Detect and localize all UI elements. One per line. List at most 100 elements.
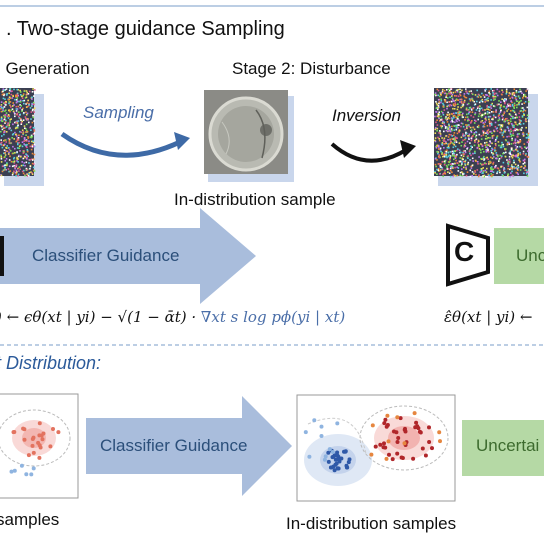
- noise-pixel: [31, 172, 33, 174]
- noise-pixel: [450, 104, 453, 107]
- noise-pixel: [3, 89, 6, 91]
- noise-pixel: [505, 151, 507, 154]
- scatter-point: [347, 457, 352, 462]
- noise-pixel: [453, 155, 455, 157]
- noise-pixel: [456, 120, 458, 123]
- noise-pixel: [0, 110, 3, 113]
- noise-pixel: [467, 155, 469, 157]
- uncertainty-box-top: [494, 228, 544, 284]
- noise-pixel: [460, 101, 463, 103]
- noise-pixel: [457, 148, 459, 150]
- noise-pixel: [492, 171, 495, 173]
- noise-pixel: [449, 157, 451, 159]
- noise-pixel: [19, 101, 22, 103]
- noise-pixel: [485, 94, 487, 96]
- scatter-plot-right: [296, 394, 456, 502]
- noise-pixel: [438, 139, 441, 142]
- noise-pixel: [449, 104, 451, 106]
- noise-pixel: [486, 111, 489, 113]
- noise-pixel: [480, 143, 482, 145]
- noise-pixel: [12, 102, 14, 104]
- noise-pixel: [492, 161, 495, 164]
- noise-pixel: [448, 115, 451, 117]
- noise-pixel: [448, 89, 451, 91]
- noise-pixel: [446, 114, 449, 116]
- noise-pixel: [488, 118, 490, 121]
- noise-pixel: [480, 107, 483, 110]
- noise-pixel: [23, 138, 26, 141]
- noise-pixel: [0, 116, 3, 119]
- noise-pixel: [477, 124, 480, 127]
- noise-pixel: [485, 151, 488, 153]
- noise-pixel: [465, 90, 468, 93]
- noise-pixel: [468, 150, 471, 152]
- scatter-point: [438, 439, 442, 444]
- noise-pixel: [487, 148, 489, 151]
- noise-pixel: [463, 134, 465, 137]
- noise-pixel: [474, 112, 477, 114]
- noise-pixel: [492, 114, 495, 117]
- noise-pixel: [470, 145, 472, 148]
- noise-pixel: [449, 96, 451, 98]
- noise-pixel: [486, 133, 489, 135]
- noise-pixel: [24, 144, 26, 146]
- noise-pixel: [434, 172, 436, 174]
- noise-pixel: [14, 121, 16, 124]
- noise-pixel: [516, 166, 518, 168]
- noise-pixel: [476, 107, 479, 110]
- noise-pixel: [520, 165, 523, 168]
- noise-pixel: [33, 107, 36, 109]
- noise-pixel: [447, 136, 450, 138]
- noise-pixel: [524, 94, 526, 96]
- noise-pixel: [525, 90, 527, 92]
- noise-pixel: [457, 126, 459, 129]
- noise-pixel: [11, 90, 13, 92]
- noise-pixel: [13, 162, 16, 164]
- noise-pixel: [463, 160, 465, 163]
- scatter-point: [37, 421, 42, 426]
- noise-pixel: [485, 141, 488, 144]
- noise-pixel: [24, 127, 26, 129]
- noise-pixel: [445, 116, 447, 118]
- noise-pixel: [482, 109, 484, 111]
- noise-pixel: [526, 171, 529, 173]
- noise-pixel: [513, 159, 515, 162]
- noise-pixel: [12, 152, 15, 155]
- noise-pixel: [436, 173, 438, 175]
- noise-pixel: [449, 169, 452, 172]
- noise-pixel: [444, 99, 447, 102]
- noise-pixel: [18, 170, 20, 172]
- noise-pixel: [439, 166, 441, 168]
- noise-pixel: [31, 96, 33, 99]
- noise-pixel: [516, 140, 519, 142]
- noise-pixel: [498, 118, 501, 121]
- noise-pixel: [516, 149, 518, 152]
- noise-pixel: [474, 119, 476, 122]
- noise-pixel: [506, 119, 508, 122]
- noise-pixel: [508, 161, 511, 164]
- noise-pixel: [5, 119, 7, 122]
- noise-pixel: [448, 105, 451, 107]
- noise-pixel: [517, 152, 520, 155]
- noise-pixel: [521, 92, 523, 94]
- scatter-point: [385, 423, 390, 427]
- noise-pixel: [19, 113, 21, 116]
- scatter-point: [9, 469, 14, 474]
- noise-pixel: [27, 105, 30, 107]
- noise-pixel: [514, 128, 516, 130]
- noise-pixel: [442, 175, 444, 178]
- noise-pixel: [445, 152, 447, 155]
- noise-pixel: [437, 163, 440, 165]
- noise-pixel: [435, 102, 438, 105]
- scatter-point: [331, 464, 336, 469]
- noise-pixel: [493, 130, 496, 133]
- noise-pixel: [444, 172, 447, 175]
- noise-pixel: [515, 155, 517, 158]
- noise-pixel: [522, 97, 524, 99]
- noise-pixel: [507, 108, 510, 111]
- noise-pixel: [443, 140, 446, 142]
- noise-pixel: [7, 137, 10, 140]
- noise-pixel: [517, 164, 519, 167]
- noise-pixel: [0, 156, 3, 158]
- noise-pixel: [18, 134, 20, 137]
